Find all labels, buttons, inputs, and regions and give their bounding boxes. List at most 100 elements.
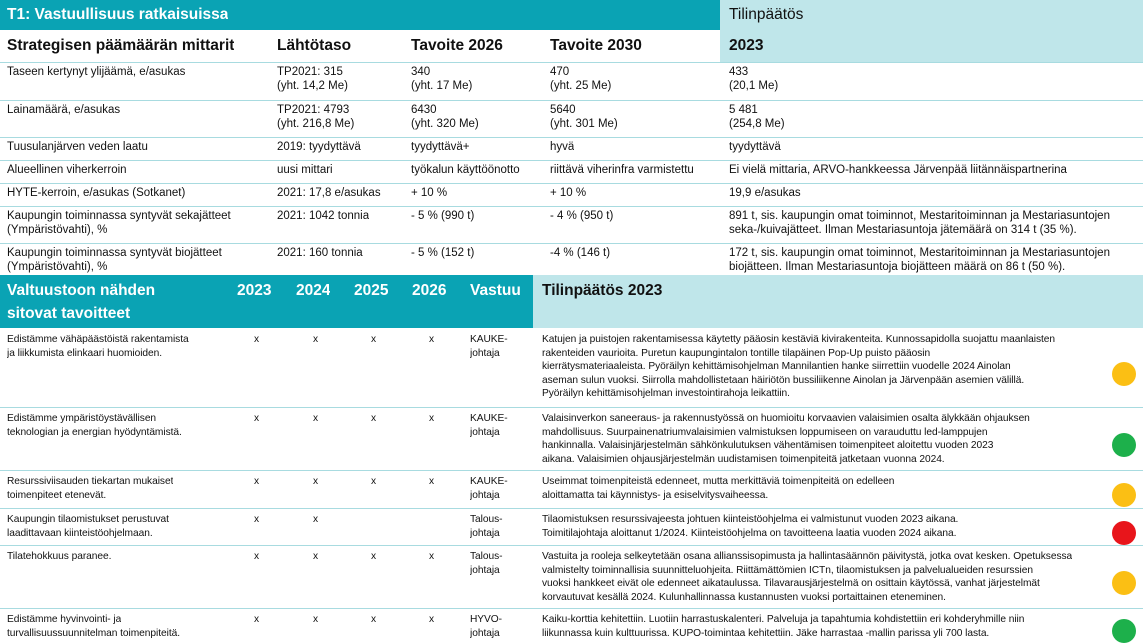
section-result-bg [533,275,1143,328]
cell-text: Lainamäärä, e/asukas [7,104,121,116]
cell-text: tyydyttävä+ [411,141,470,153]
cell-text: + 10 % [411,187,448,199]
row-separator [0,100,1143,101]
year-mark: x [313,334,319,345]
section-bar [0,275,533,328]
year-mark: x [429,413,435,424]
result-text: kierrätysmateriaaleista. Pyöräilyn kehit… [542,361,1011,373]
cell-text: 5640 [550,104,576,116]
column-header: 2023 [237,282,272,299]
owner-text: KAUKE- [470,413,508,424]
cell-text: biojätteen. Ilman Mestariasuntoja biojät… [729,260,1066,273]
status-indicator [1112,361,1136,386]
owner-text: johtaja [470,627,500,639]
goal-text: turvallisuussuunnitelman toimenpiteitä. [7,627,181,639]
result-header-bg [720,0,1143,62]
cell-text: (yht. 17 Me) [411,79,473,92]
cell-text: 891 t, sis. kaupungin omat toiminnot, Me… [729,210,1110,222]
cell-text: uusi mittari [277,164,333,176]
row-separator [0,508,1143,509]
cell-text: - 4 % (950 t) [550,210,614,222]
result-text: Pyöräilyn kehittämisohjelman investointi… [542,388,790,400]
cell-text: riittävä viherinfra varmistettu [550,164,694,176]
year-mark: x [254,334,260,345]
column-header: Tavoite 2030 [550,37,642,54]
result-text: Tilaomistuksen resurssivajeesta johtuen … [542,514,959,525]
year-mark: x [429,551,435,562]
owner-text: KAUKE- [470,476,508,487]
cell-text: TP2021: 4793 [277,104,350,116]
column-header: sitovat tavoitteet [7,305,131,322]
cell-text: (yht. 25 Me) [550,79,612,92]
column-header: Lähtötaso [277,37,352,54]
result-text: aloittamatta tai käynnistys- ja esiselvi… [542,489,769,501]
goal-text: toimenpiteet etenevät. [7,489,107,501]
page-title: T1: Vastuullisuus ratkaisuissa [7,6,229,23]
cell-text: 2021: 160 tonnia [277,247,363,259]
cell-text: 19,9 e/asukas [729,187,801,199]
cell-text: 470 [550,66,570,78]
year-mark: x [371,413,377,424]
result-text: Toimitilajohtaja aloittanut 1/2024. Kiin… [542,527,957,539]
cell-text: Alueellinen viherkerroin [7,164,127,176]
goal-text: Tilatehokkuus paranee. [7,551,112,562]
owner-text: johtaja [470,426,500,438]
cell-text: Kaupungin toiminnassa syntyvät biojättee… [7,247,222,259]
cell-text: seka-/kuivajätteet. Ilman Mestariasuntoj… [729,223,1077,236]
cell-text: 2019: tyydyttävä [277,141,361,153]
result-text: aikana. Valaisimien ohjausjärjestelmän u… [542,453,945,465]
cell-text: TP2021: 315 [277,66,343,78]
cell-text: 5 481 [729,104,758,116]
cell-text: Kaupungin toiminnassa syntyvät sekajätte… [7,210,231,222]
cell-text: Taseen kertynyt ylijäämä, e/asukas [7,66,186,78]
status-indicator [1112,520,1136,545]
year-mark: x [429,334,435,345]
year-mark: x [254,413,260,424]
result-text: liikunnassa kuin kulttuurissa. KUPO-toim… [542,627,990,639]
cell-text: -4 % (146 t) [550,247,611,259]
column-header: 2026 [412,282,447,299]
cell-text: + 10 % [550,187,587,199]
column-header: 2024 [296,282,331,299]
column-header: Strategisen päämäärän mittarit [7,37,235,54]
year-mark: x [313,514,319,525]
goal-text: ja liikkumista elinkaari huomioiden. [7,347,163,359]
status-indicator [1112,432,1136,457]
year-mark: x [313,413,319,424]
cell-text: Ei vielä mittaria, ARVO-hankkeessa Järve… [729,164,1067,176]
title-bar [0,0,720,30]
row-separator [0,407,1143,408]
owner-text: Talous- [470,514,503,525]
year-mark: x [371,334,377,345]
result-year: 2023 [729,37,764,54]
cell-text: 433 [729,66,749,78]
cell-text: 172 t, sis. kaupungin omat toiminnot, Me… [729,247,1110,259]
owner-text: johtaja [470,564,500,576]
cell-text: (yht. 320 Me) [411,117,479,130]
column-header: 2025 [354,282,389,299]
goal-text: Edistämme vähäpäästöistä rakentamista [7,334,189,345]
status-indicator [1112,619,1136,643]
column-header: Tilinpäätös 2023 [542,282,663,299]
result-text: Vastuita ja rooleja selkeytetään osana a… [542,551,1073,562]
row-separator [0,243,1143,244]
year-mark: x [313,476,319,487]
result-text: vuoksi hankkeet eivät ole edenneet aikat… [542,578,1040,590]
goal-text: laadittavaan kiinteistöohjelmaan. [7,527,153,539]
row-separator [0,183,1143,184]
cell-text: - 5 % (990 t) [411,210,475,222]
cell-text: (yht. 14,2 Me) [277,79,348,92]
cell-text: (254,8 Me) [729,117,785,130]
result-text: Katujen ja puistojen rakentamisessa käyt… [542,334,1056,345]
row-separator [0,470,1143,471]
year-mark: x [313,551,319,562]
result-text: rakenteiden vaurioita. Puretun kaupungin… [542,347,931,359]
year-mark: x [254,551,260,562]
result-text: hankinnalla. Valaisinjärjestelmän sähkön… [542,440,994,452]
owner-text: johtaja [470,527,500,539]
owner-text: johtaja [470,347,500,359]
status-indicator [1112,483,1136,507]
result-text: Valaisinverkon saneeraus- ja rakennustyö… [542,413,1030,424]
row-separator [0,206,1143,207]
